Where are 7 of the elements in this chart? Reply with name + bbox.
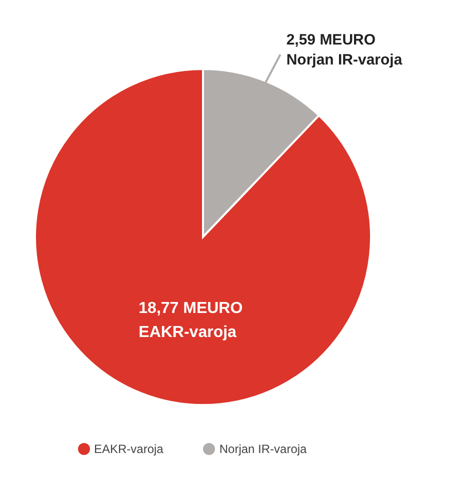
legend-label: Norjan IR-varoja: [219, 442, 307, 456]
pie-slice: [34, 68, 372, 406]
legend-label: EAKR-varoja: [94, 442, 164, 456]
data-label: 18,77 MEURO: [138, 300, 243, 317]
slice-label: EAKR-varoja: [138, 324, 237, 341]
data-label: 2,59 MEURO: [286, 31, 376, 48]
slice-label: Norjan IR-varoja: [286, 51, 403, 68]
